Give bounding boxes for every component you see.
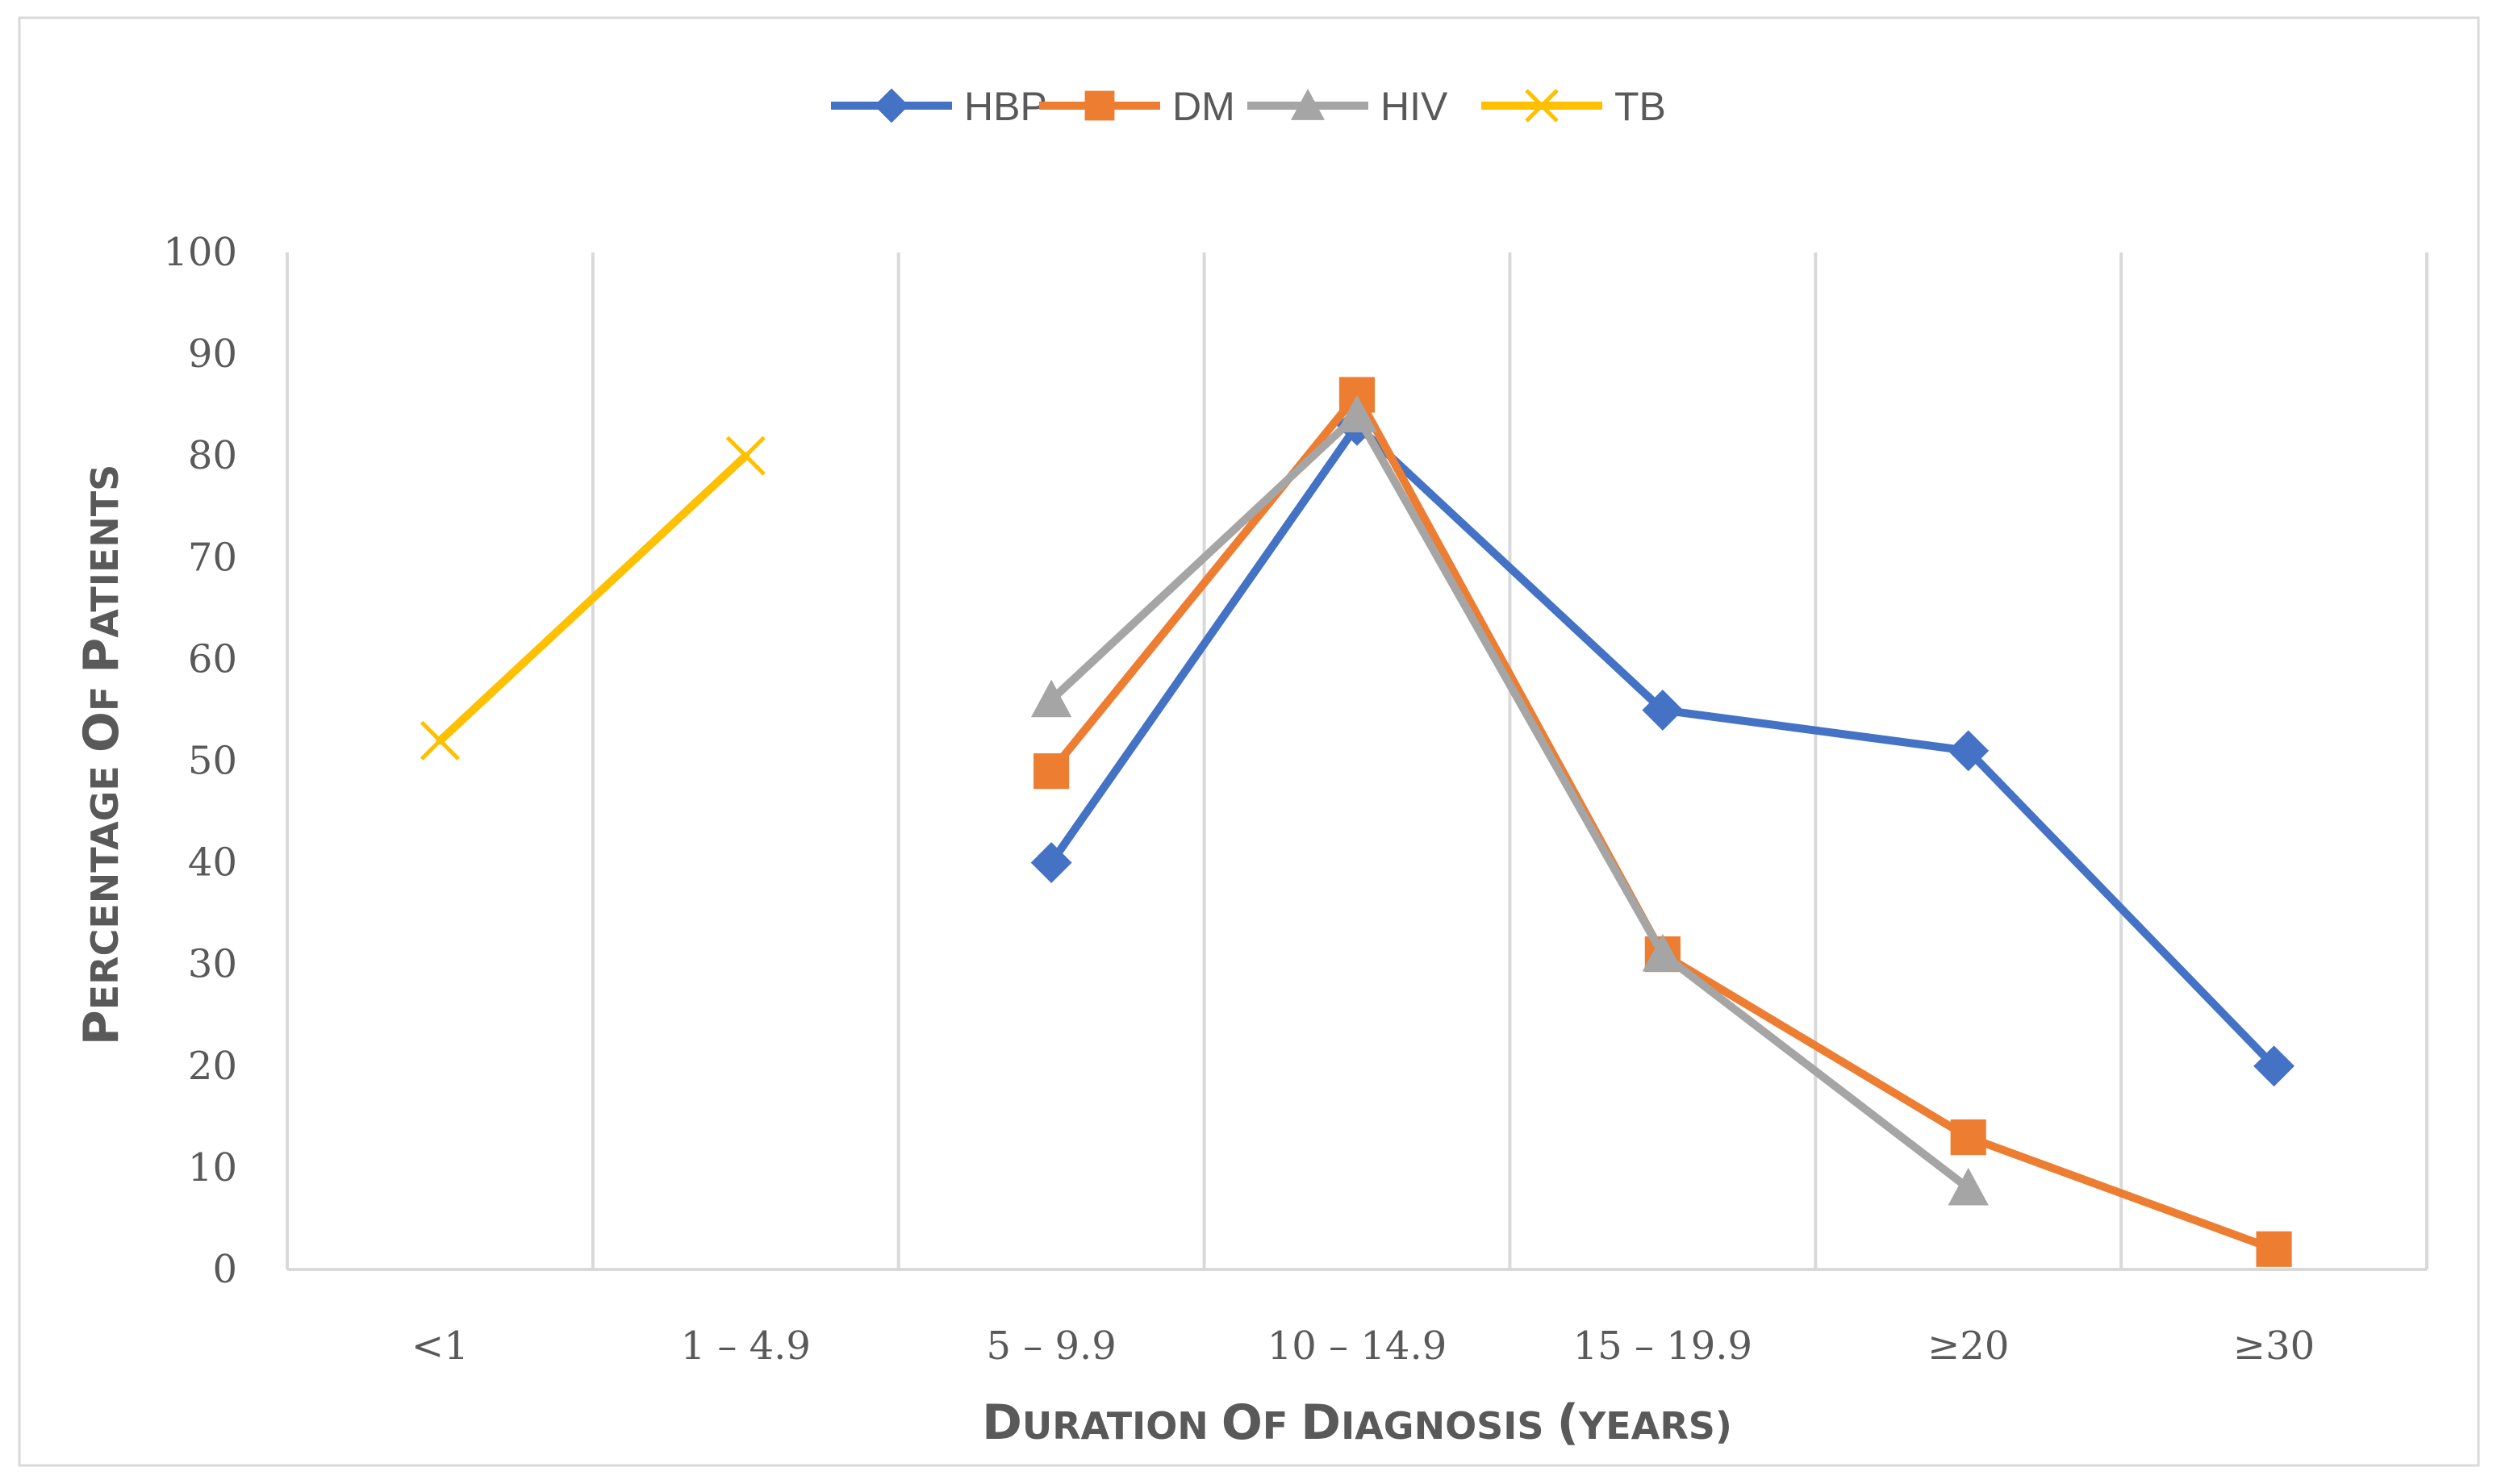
axis-title-rest: F bbox=[83, 673, 127, 711]
series-line-hiv bbox=[1047, 411, 1973, 1193]
axes: 0 10 20 30 40 50 60 70 80 90 100 <1 1 – 4.9 5 – 9.9 10… bbox=[163, 230, 2427, 1369]
legend-marker-dm bbox=[1084, 90, 1115, 121]
x-tick-label: 15 – 19.9 bbox=[1573, 1324, 1752, 1369]
legend-item-hbp: HBP bbox=[831, 84, 1047, 129]
axis-title-rest: F bbox=[1263, 1404, 1301, 1448]
legend-item-dm: DM bbox=[1039, 84, 1235, 129]
y-tick-label: 50 bbox=[188, 739, 237, 784]
legend: HBP DM HIV TB bbox=[831, 84, 1666, 129]
axis-title-letter: D bbox=[982, 1394, 1022, 1451]
y-tick-label: 30 bbox=[188, 942, 237, 987]
x-axis-title: DURATION OF DIAGNOSIS (YEARS) bbox=[982, 1394, 1732, 1451]
legend-item-hiv: HIV bbox=[1247, 84, 1448, 129]
data-point-hbp bbox=[2253, 1045, 2294, 1087]
x-tick-label: 10 – 14.9 bbox=[1267, 1324, 1447, 1369]
axis-title-rest: YEARS) bbox=[1578, 1404, 1732, 1448]
y-tick-label: 40 bbox=[188, 840, 237, 886]
series-hiv bbox=[1030, 394, 1989, 1206]
data-point-hiv bbox=[1642, 933, 1684, 972]
data-point-tb bbox=[420, 720, 460, 761]
x-tick-label: ≥30 bbox=[2233, 1324, 2315, 1369]
series-line-tb bbox=[436, 452, 750, 745]
axis-title-letter: D bbox=[1301, 1394, 1341, 1451]
data-point-hbp bbox=[1948, 730, 1990, 772]
legend-marker-tb bbox=[1525, 89, 1559, 123]
axis-title-rest: IAGNOSIS bbox=[1341, 1404, 1556, 1448]
chart-border bbox=[18, 16, 2480, 1467]
data-point-hiv bbox=[1030, 679, 1072, 718]
data-point-hiv bbox=[1336, 394, 1378, 433]
legend-label: TB bbox=[1614, 84, 1666, 129]
legend-item-tb: TB bbox=[1481, 84, 1666, 129]
y-tick-label: 20 bbox=[188, 1044, 237, 1089]
data-point-dm bbox=[1950, 1119, 1986, 1156]
x-tick-label: ≥20 bbox=[1927, 1324, 2009, 1369]
legend-label: HIV bbox=[1380, 84, 1448, 129]
legend-label: HBP bbox=[964, 84, 1047, 129]
series-tb bbox=[420, 436, 766, 761]
series-lines bbox=[420, 377, 2294, 1267]
y-tick-label: 80 bbox=[188, 433, 237, 478]
axis-title-letter: O bbox=[1221, 1394, 1263, 1451]
data-point-hiv bbox=[1948, 1167, 1989, 1206]
data-point-tb-stroke bbox=[725, 436, 766, 476]
data-point-dm bbox=[2256, 1231, 2292, 1267]
x-tick-label: 1 – 4.9 bbox=[681, 1324, 811, 1369]
y-tick-label: 60 bbox=[188, 636, 237, 682]
data-point-dm bbox=[1033, 753, 1070, 790]
y-tick-label: 0 bbox=[212, 1247, 237, 1292]
y-tick-label: 90 bbox=[188, 331, 237, 377]
x-tick-label: 5 – 9.9 bbox=[986, 1324, 1116, 1369]
x-tick-label: <1 bbox=[411, 1324, 469, 1369]
axis-title-rest: ERCENTAGE bbox=[83, 752, 127, 1010]
axis-title-letter: ( bbox=[1557, 1394, 1579, 1451]
data-point-hbp bbox=[1642, 690, 1684, 731]
legend-label: DM bbox=[1172, 84, 1235, 129]
axis-title-letter: O bbox=[73, 711, 130, 752]
data-point-tb-stroke bbox=[420, 720, 460, 761]
legend-marker-hiv bbox=[1291, 89, 1325, 120]
gridlines bbox=[286, 252, 2428, 1269]
legend-marker-tb-stroke bbox=[1525, 89, 1559, 123]
data-point-tb bbox=[725, 436, 766, 476]
y-tick-label: 10 bbox=[188, 1145, 237, 1190]
axis-title-rest: URATION bbox=[1022, 1404, 1221, 1448]
data-point-hbp bbox=[1030, 842, 1072, 884]
y-axis-title: PERCENTAGE OF PATIENTS bbox=[73, 465, 130, 1046]
axis-title-letter: P bbox=[73, 638, 130, 673]
y-tick-label: 70 bbox=[188, 535, 237, 580]
axis-title-rest: ATIENTS bbox=[83, 465, 127, 638]
legend-marker-hbp bbox=[874, 88, 909, 123]
axis-title-letter: P bbox=[73, 1010, 130, 1045]
y-tick-label: 100 bbox=[163, 230, 237, 275]
